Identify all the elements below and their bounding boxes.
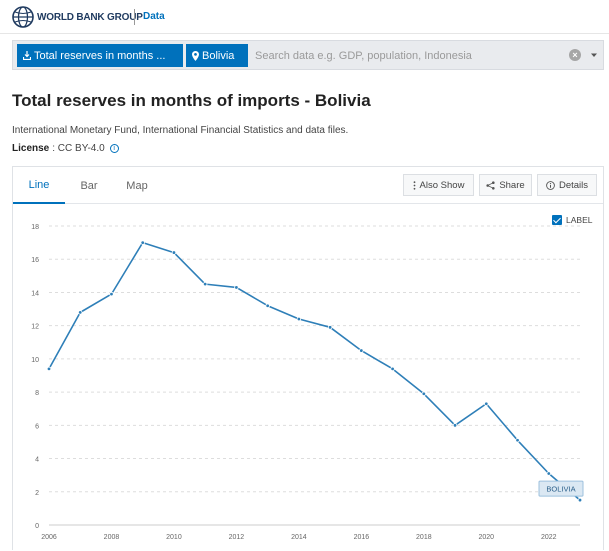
y-tick-label: 12 — [31, 324, 39, 331]
data-point — [390, 366, 395, 372]
y-tick-label: 2 — [35, 490, 39, 497]
x-tick-label: 2010 — [166, 534, 182, 541]
license-label: License — [12, 143, 50, 154]
details-button[interactable]: Details — [537, 174, 597, 196]
tab-map[interactable]: Map — [126, 179, 148, 192]
line-chart: 0 2 4 6 8 10 12 14 16 18 2006 2008 2010 2012 2014 2016 2… — [31, 224, 584, 541]
kebab-icon — [413, 180, 415, 190]
country-chip[interactable]: Bolivia — [186, 44, 248, 67]
details-label: Details — [558, 179, 589, 191]
data-point — [234, 285, 239, 290]
license-value: : CC BY-4.0 — [52, 143, 105, 154]
x-tick-label: 2018 — [416, 534, 432, 541]
data-point — [171, 250, 177, 255]
y-tick-label: 8 — [35, 390, 39, 397]
share-label: Share — [499, 179, 525, 191]
info-circle-icon — [546, 180, 555, 190]
y-tick-label: 0 — [35, 523, 39, 530]
data-point — [202, 281, 208, 287]
logo-text: WORLD BANK GROUP — [37, 11, 143, 23]
label-toggle[interactable]: LABEL — [552, 215, 592, 225]
chart-panel: Line Bar Map Also Show Share Details 0 2 4… — [12, 166, 604, 550]
country-chip-label: Bolivia — [202, 49, 235, 62]
data-point — [265, 303, 270, 308]
data-point — [140, 240, 145, 245]
data-point — [546, 471, 551, 476]
indicator-chip-label: Total reserves in months ... — [34, 49, 166, 62]
clear-search-icon[interactable]: × — [569, 49, 581, 61]
data-point — [327, 325, 333, 330]
y-tick-label: 14 — [31, 290, 39, 297]
x-tick-label: 2022 — [541, 534, 557, 541]
data-point — [515, 438, 520, 443]
x-tick-label: 2008 — [104, 534, 120, 541]
download-icon — [23, 51, 31, 60]
data-point — [78, 310, 83, 315]
tab-line[interactable]: Line — [13, 167, 65, 204]
x-tick-label: 2006 — [41, 534, 57, 541]
chart-tabs: Line Bar Map Also Show Share Details — [13, 167, 603, 204]
tab-bar[interactable]: Bar — [80, 179, 98, 192]
data-point — [46, 366, 52, 372]
label-toggle-text: LABEL — [566, 215, 593, 225]
data-home-link[interactable]: Data — [143, 11, 165, 22]
data-point — [296, 316, 302, 322]
y-tick-label: 10 — [31, 357, 39, 364]
data-point — [452, 423, 458, 428]
page-title: Total reserves in months of imports - Bo… — [12, 91, 371, 110]
source-text: International Monetary Fund, Internation… — [12, 125, 349, 136]
label-checkbox[interactable] — [552, 215, 562, 225]
series-line — [48, 241, 581, 501]
data-point — [109, 291, 114, 297]
y-tick-label: 16 — [31, 257, 39, 264]
series-label-box — [538, 480, 584, 497]
header-divider — [134, 9, 135, 25]
map-pin-icon — [192, 50, 199, 61]
y-tick-label: 4 — [35, 457, 39, 464]
y-tick-label: 6 — [35, 423, 39, 430]
chevron-down-icon[interactable] — [589, 49, 599, 61]
share-button[interactable]: Share — [479, 174, 532, 196]
series-label: BOLIVIA — [546, 485, 575, 494]
world-bank-logo[interactable]: WORLD BANK GROUP — [12, 6, 143, 28]
x-tick-label: 2020 — [479, 534, 495, 541]
x-tick-label: 2012 — [229, 534, 245, 541]
x-tick-label: 2014 — [291, 534, 307, 541]
data-point — [484, 401, 489, 406]
data-point — [421, 391, 427, 396]
data-point — [577, 497, 583, 503]
also-show-label: Also Show — [419, 179, 465, 191]
globe-icon — [12, 6, 34, 28]
y-tick-label: 18 — [31, 224, 39, 231]
also-show-button[interactable]: Also Show — [403, 174, 474, 196]
search-bar: Total reserves in months ... Bolivia × — [12, 40, 604, 70]
indicator-chip[interactable]: Total reserves in months ... — [17, 44, 183, 67]
info-icon[interactable]: i — [109, 144, 119, 153]
x-tick-label: 2016 — [354, 534, 370, 541]
license-line: License : CC BY-4.0 i — [12, 143, 119, 154]
search-input[interactable] — [253, 44, 553, 67]
share-icon — [486, 180, 495, 190]
top-navigation: WORLD BANK GROUP Data — [0, 0, 609, 34]
data-point — [359, 348, 364, 353]
